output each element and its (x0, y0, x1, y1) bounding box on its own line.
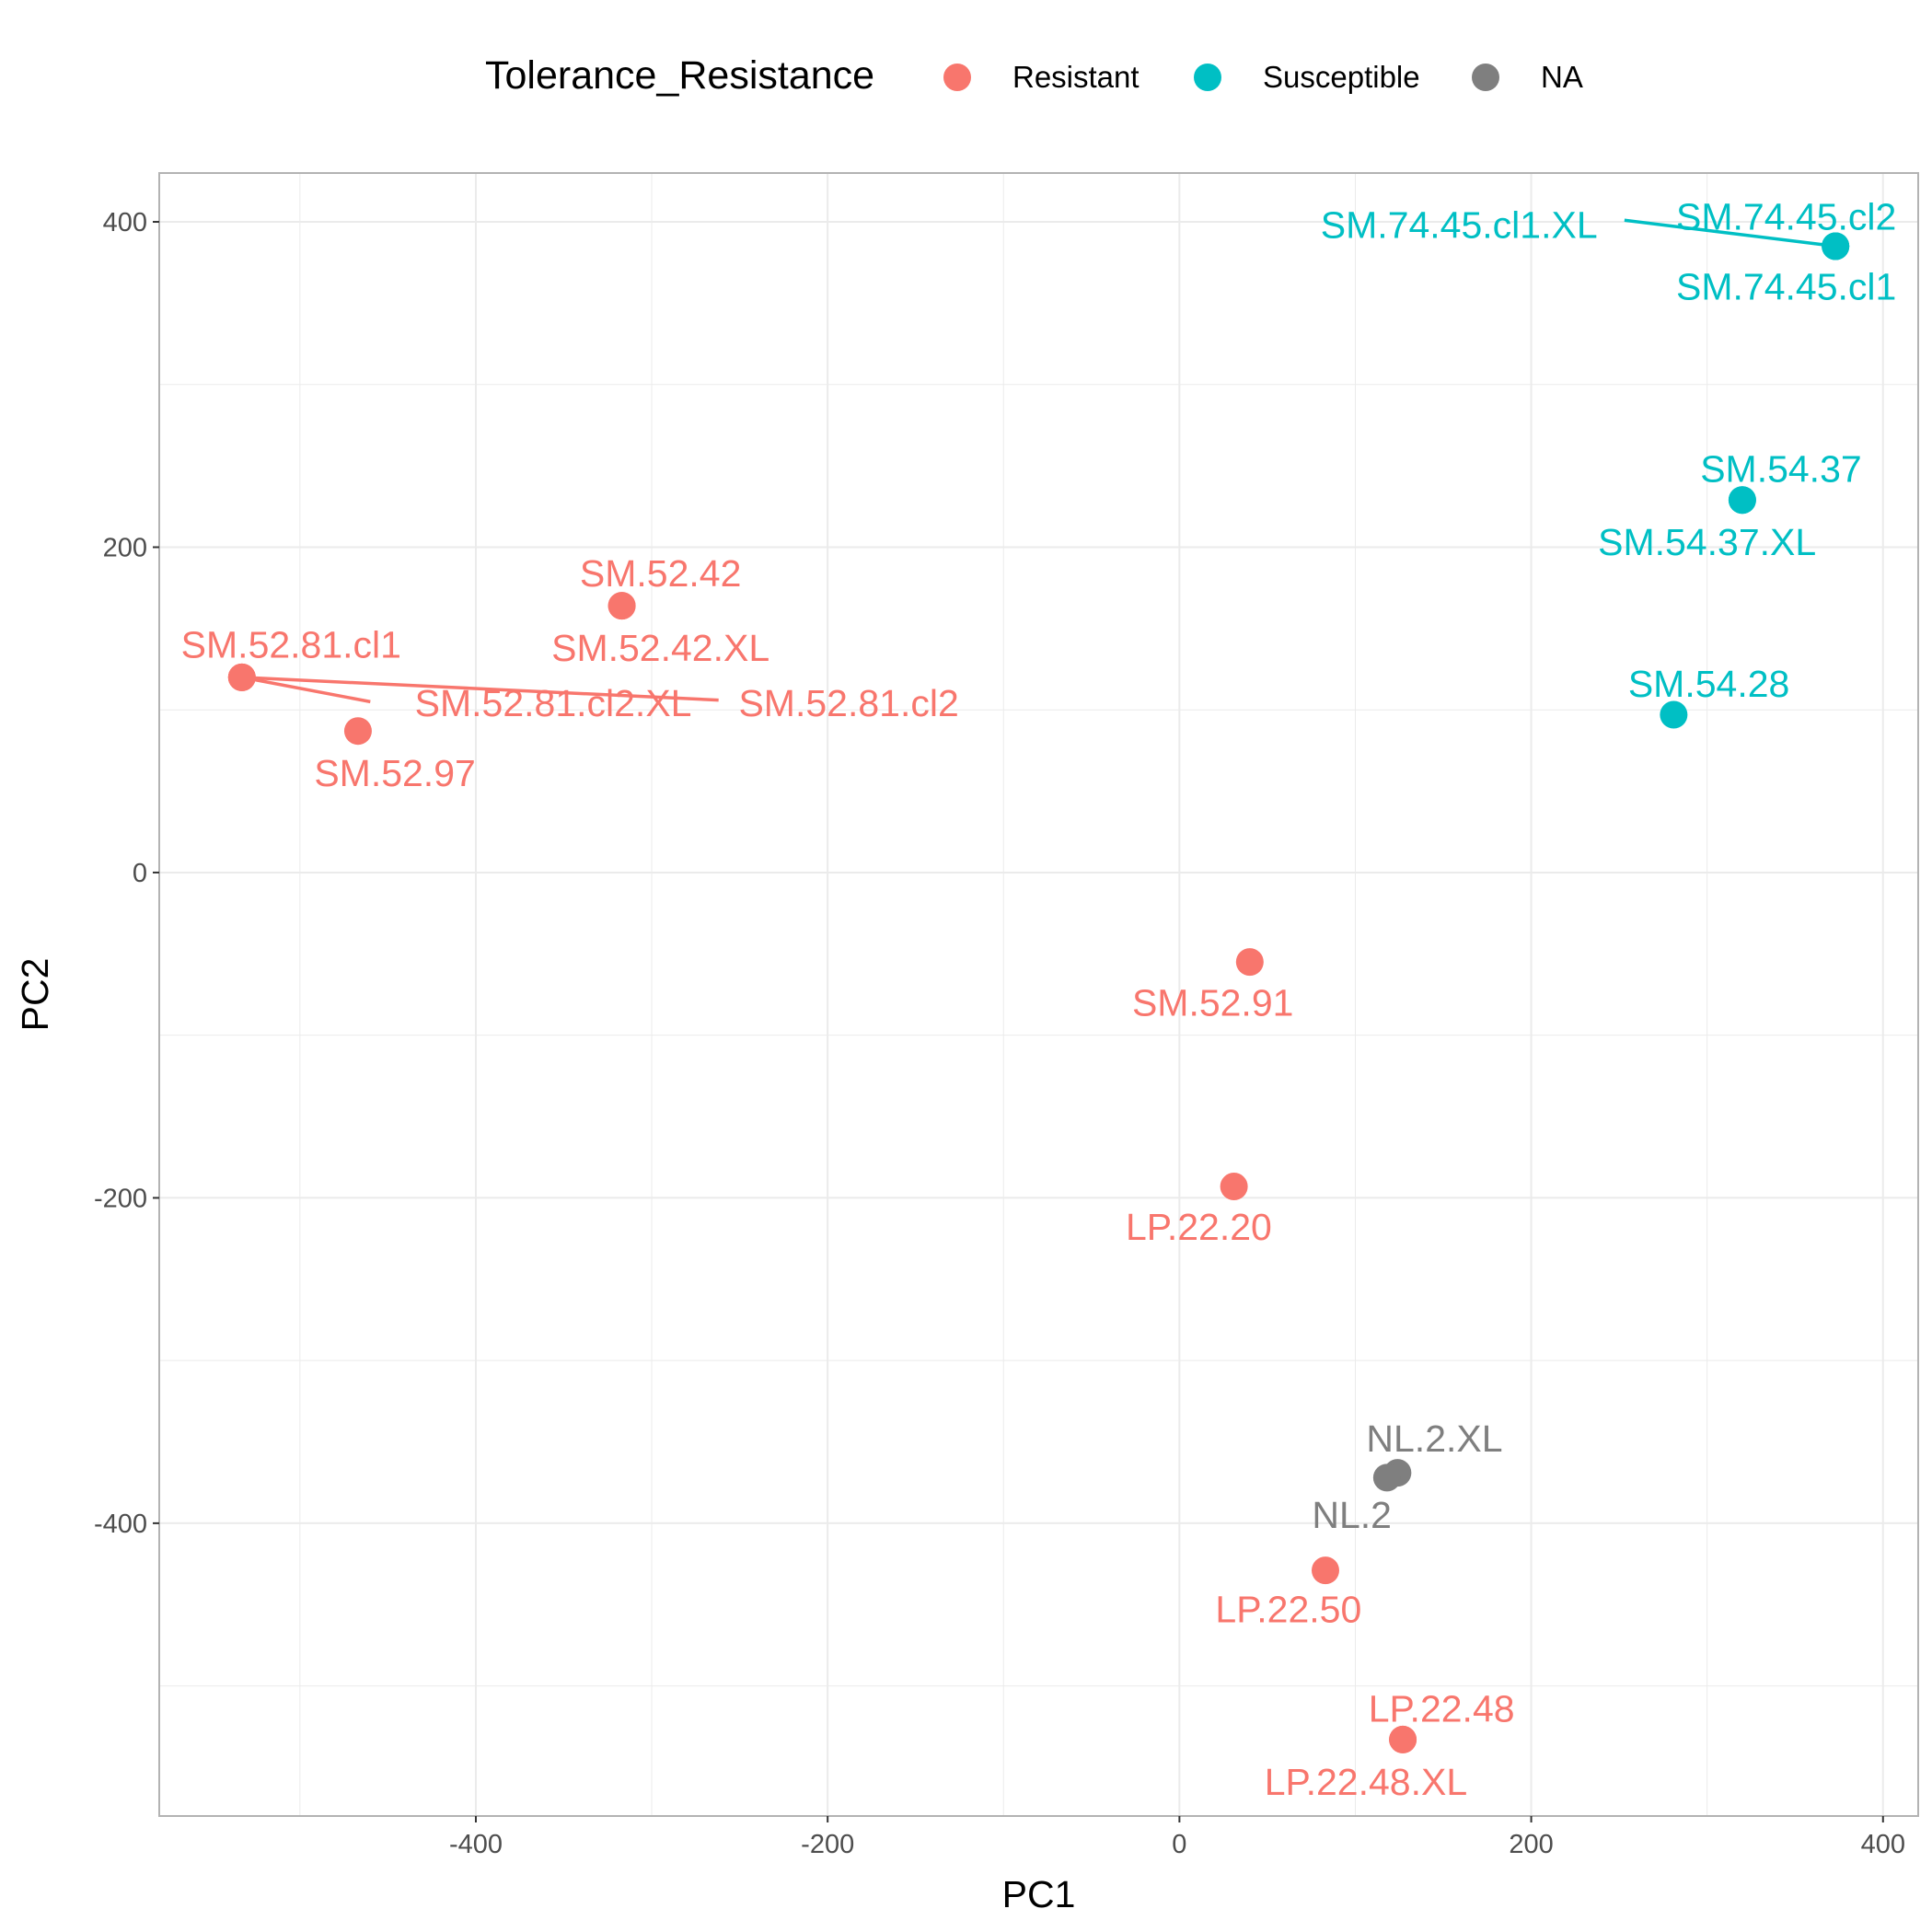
x-axis-title: PC1 (1002, 1873, 1076, 1915)
point-LP.22.48.XL (1389, 1725, 1417, 1753)
point-SM.54.28 (1660, 700, 1688, 729)
point-SM.52.42.XL (607, 592, 636, 620)
label-segments (241, 218, 1836, 704)
label-SM.52.42: SM.52.42 (580, 552, 742, 595)
data-points (227, 232, 1850, 1753)
point-labels: SM.52.81.cl1 SM.52.81.cl2.XL SM.52.81.cl2 S… (181, 196, 1897, 1803)
legend-label-Resistant: Resistant (1012, 60, 1140, 94)
label-SM.52.81.cl2.XL: SM.52.81.cl2.XL (415, 682, 692, 724)
x-tick-label: 400 (1861, 1830, 1905, 1859)
y-tick-label: 0 (133, 859, 147, 888)
legend: Tolerance_Resistance Resistant Susceptibl… (485, 53, 1583, 98)
label-NL.2: NL.2 (1312, 1494, 1392, 1536)
y-tick-label: 400 (103, 208, 147, 237)
label-SM.52.91: SM.52.91 (1132, 981, 1294, 1024)
label-segment (241, 676, 719, 702)
label-SM.52.81.cl2: SM.52.81.cl2 (738, 682, 958, 724)
y-axis-title: PC2 (14, 958, 56, 1032)
label-SM.74.45.cl1: SM.74.45.cl1 (1676, 266, 1896, 308)
y-axis-ticks: -400 -200 0 200 400 (94, 208, 159, 1539)
point-SM.52.97 (343, 717, 372, 746)
x-tick-label: -200 (801, 1830, 854, 1859)
label-LP.22.48.XL: LP.22.48.XL (1265, 1761, 1467, 1803)
legend-key-Resistant (943, 64, 971, 91)
x-tick-label: -400 (449, 1830, 503, 1859)
label-segment (1624, 218, 1836, 249)
legend-label-NA: NA (1541, 60, 1583, 94)
legend-key-Susceptible (1194, 64, 1221, 91)
label-LP.22.20: LP.22.20 (1126, 1206, 1272, 1248)
point-NL.2 (1372, 1463, 1401, 1492)
point-SM.74.45.cl1.XL (1822, 232, 1850, 260)
label-SM.52.97: SM.52.97 (314, 752, 476, 794)
legend-key-NA (1472, 64, 1499, 91)
legend-label-Susceptible: Susceptible (1263, 60, 1420, 94)
point-LP.22.20 (1220, 1173, 1248, 1201)
label-SM.54.28: SM.54.28 (1628, 663, 1790, 705)
label-LP.22.48: LP.22.48 (1369, 1687, 1515, 1730)
label-SM.52.42.XL: SM.52.42.XL (551, 627, 769, 669)
minor-gridlines (159, 173, 1918, 1816)
legend-entries: Resistant Susceptible NA (943, 60, 1583, 94)
label-SM.54.37: SM.54.37 (1700, 448, 1862, 491)
label-LP.22.50: LP.22.50 (1215, 1589, 1361, 1631)
x-tick-label: 0 (1172, 1830, 1186, 1859)
major-gridlines (159, 173, 1918, 1816)
y-tick-label: -400 (94, 1510, 147, 1539)
point-SM.52.81.cl2 (227, 663, 256, 691)
point-LP.22.50 (1311, 1556, 1339, 1585)
label-NL.2.XL: NL.2.XL (1366, 1417, 1502, 1460)
x-axis-ticks: -400 -200 0 200 400 (449, 1816, 1905, 1859)
label-SM.74.45.cl2: SM.74.45.cl2 (1676, 196, 1896, 238)
legend-title: Tolerance_Resistance (485, 53, 874, 98)
plot-panel (158, 172, 1919, 1817)
label-SM.52.81.cl1: SM.52.81.cl1 (181, 624, 401, 666)
plot-panel-border (158, 172, 1919, 1817)
point-SM.54.37.XL (1728, 486, 1756, 515)
x-tick-label: 200 (1509, 1830, 1553, 1859)
point-SM.52.91 (1235, 948, 1264, 977)
label-SM.54.37.XL: SM.54.37.XL (1598, 521, 1816, 563)
y-tick-label: 200 (103, 533, 147, 562)
label-SM.74.45.cl1.XL: SM.74.45.cl1.XL (1321, 204, 1598, 247)
y-tick-label: -200 (94, 1184, 147, 1213)
label-segment (241, 676, 371, 704)
